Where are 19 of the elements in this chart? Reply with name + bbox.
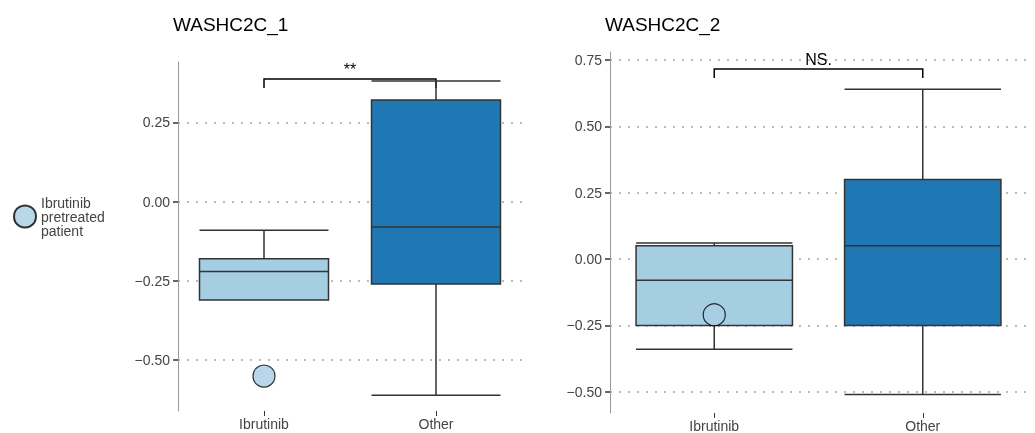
chart-title: WASHC2C_2 [605,14,721,36]
y-tick-label: 0.00 [574,251,603,268]
y-tick-label: −0.25 [566,317,603,334]
legend-label: Ibrutinib pretreated patient [41,194,109,239]
annotation: NS. [805,50,832,68]
x-tick-label: Ibrutinib [689,418,740,433]
y-tick-label: −0.25 [134,272,171,289]
x-tick-label: Other [418,416,454,432]
annotation: ** [343,60,357,78]
y-tick-label: 0.25 [574,184,603,201]
y-tick-label: 0.00 [142,193,171,210]
y-tick-label: 0.50 [574,118,603,135]
y-tick-label: −0.50 [566,383,603,400]
y-tick-label: −0.50 [134,352,171,369]
y-tick-label: 0.25 [142,114,171,131]
y-tick-label: 0.75 [574,51,603,68]
x-tick-label: Other [905,418,941,433]
x-tick-label: Ibrutinib [239,416,290,432]
chart-title: WASHC2C_1 [173,14,289,36]
